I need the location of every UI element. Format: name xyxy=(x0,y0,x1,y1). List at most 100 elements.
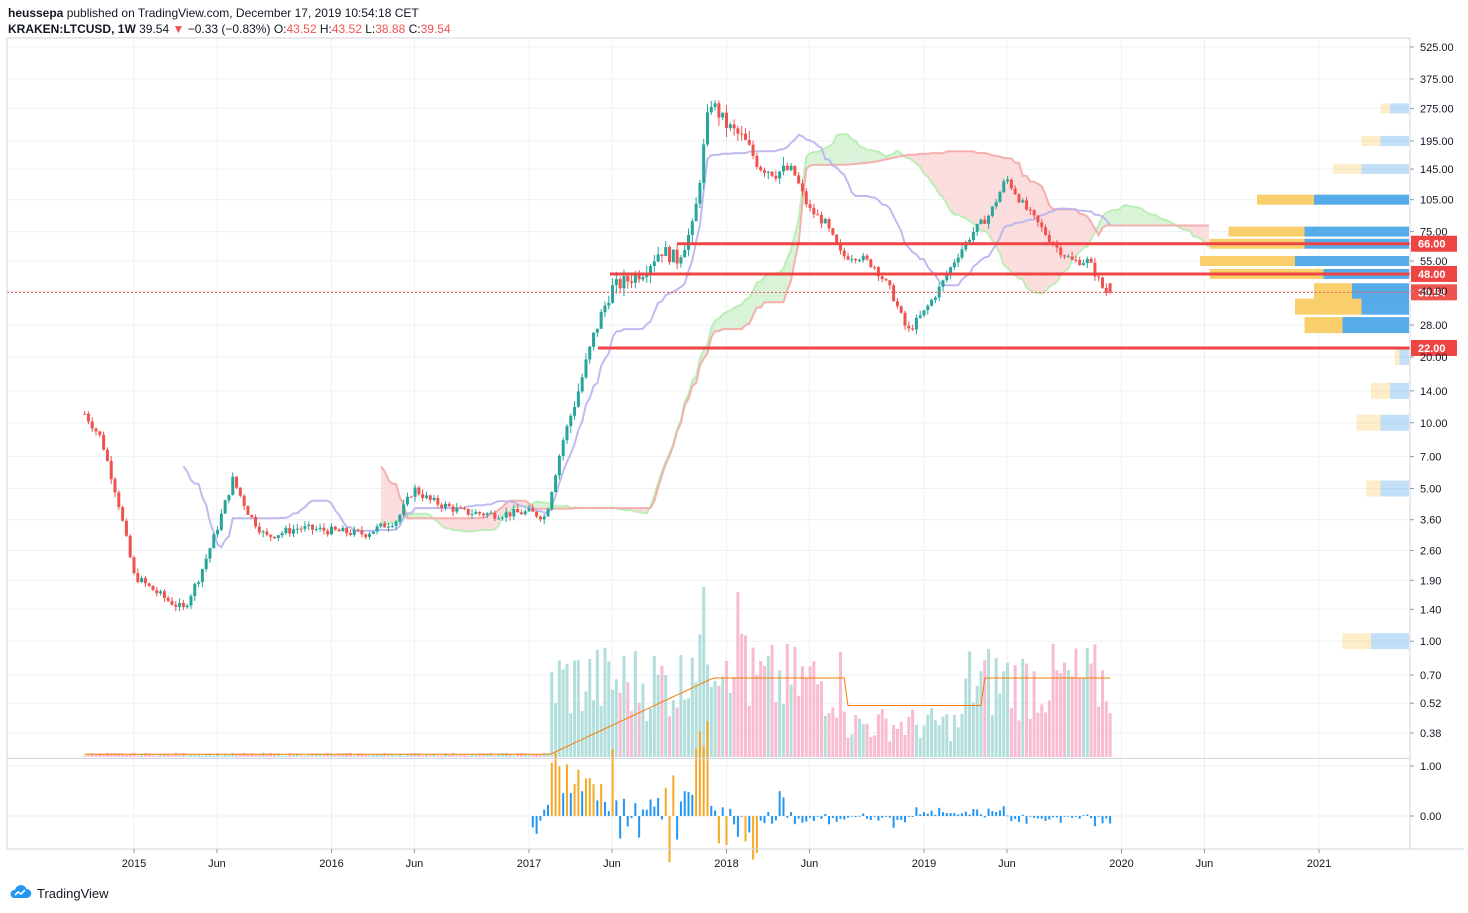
osc-bar xyxy=(1105,816,1108,819)
candle-body xyxy=(538,516,542,520)
candle-body xyxy=(1066,256,1070,258)
candle-body xyxy=(713,103,717,107)
cloud-segment xyxy=(380,466,385,523)
candle-body xyxy=(485,513,489,516)
osc-bar xyxy=(938,807,941,816)
candle-body xyxy=(952,262,956,268)
candle-body xyxy=(1047,234,1051,242)
candle-body xyxy=(170,600,174,605)
osc-bar xyxy=(774,816,777,821)
volume-bar xyxy=(743,635,747,757)
candle-body xyxy=(603,305,607,313)
candle-body xyxy=(299,528,303,530)
volume-bar xyxy=(1093,644,1097,757)
author-name[interactable]: heussepa xyxy=(8,6,64,20)
candle-body xyxy=(219,513,223,530)
cloud-segment xyxy=(817,150,822,165)
osc-bar xyxy=(885,816,888,817)
candle-body xyxy=(565,426,569,441)
volume-bar xyxy=(1009,708,1013,757)
volume-bar xyxy=(466,755,470,757)
support-resistance-levels: 66.00 48.00 22.00 39.54 xyxy=(7,235,1457,356)
candle-body xyxy=(774,175,778,179)
candle-body xyxy=(231,476,235,495)
volume-bar xyxy=(94,754,98,757)
candle-body xyxy=(580,377,584,392)
candle-body xyxy=(975,223,979,232)
tradingview-cloud-icon[interactable] xyxy=(8,884,32,903)
candle-body xyxy=(367,533,371,537)
candle-body xyxy=(212,534,216,549)
volume-bar xyxy=(804,677,808,757)
osc-bar xyxy=(565,764,568,816)
osc-bar xyxy=(949,813,952,816)
time-tick-label: 2019 xyxy=(912,858,936,870)
candle-body xyxy=(269,534,273,537)
candle-body xyxy=(812,208,816,215)
volume-bar xyxy=(694,682,698,757)
vp-bar-down xyxy=(1333,164,1362,175)
candle-body xyxy=(652,261,656,267)
volume-bar xyxy=(740,633,744,757)
candle-body xyxy=(295,528,299,530)
volume-bar xyxy=(83,755,87,757)
candle-body xyxy=(402,504,406,515)
volume-bar xyxy=(379,754,383,757)
osc-bar xyxy=(858,815,861,817)
candle-body xyxy=(459,507,463,509)
volume-bar xyxy=(398,754,402,757)
osc-bar xyxy=(691,794,694,816)
candle-body xyxy=(470,514,474,516)
candle-body xyxy=(535,511,539,517)
cloud-segment xyxy=(775,272,780,303)
publish-line: heussepa published on TradingView.com, D… xyxy=(8,5,451,21)
volume-bar xyxy=(778,670,782,757)
osc-bar xyxy=(550,762,553,816)
candle-body xyxy=(956,257,960,263)
cloud-segment xyxy=(1079,213,1084,252)
price-tick-label: 40.00 xyxy=(1420,286,1448,298)
volume-bar xyxy=(1066,669,1070,757)
footer-brand[interactable]: TradingView xyxy=(37,886,109,901)
osc-bar xyxy=(998,810,1001,816)
cloud-segment xyxy=(984,153,989,235)
osc-bar xyxy=(1014,816,1017,820)
candle-body xyxy=(964,241,968,250)
volume-bar xyxy=(360,753,364,757)
volume-bar xyxy=(162,753,166,757)
open-value: 43.52 xyxy=(286,22,317,36)
volume-bar xyxy=(679,654,683,757)
volume-bar xyxy=(850,734,854,757)
volume-bar xyxy=(105,752,109,757)
last-price-tag-label: 39.54 xyxy=(1418,287,1446,299)
candle-body xyxy=(238,487,242,496)
candle-body xyxy=(728,124,732,129)
candle-body xyxy=(181,603,185,608)
candle-body xyxy=(193,583,197,597)
candle-body xyxy=(664,247,668,256)
candle-body xyxy=(994,202,998,207)
osc-bar xyxy=(1109,816,1112,824)
candle-body xyxy=(785,165,789,171)
candle-body xyxy=(455,507,459,512)
cloud-segment xyxy=(1125,205,1130,226)
cloud-segment xyxy=(1132,206,1137,226)
candle-body xyxy=(1021,200,1025,203)
volume-bar xyxy=(960,713,964,757)
volume-bar xyxy=(265,754,269,757)
volume-bar xyxy=(311,753,315,757)
osc-bar xyxy=(1002,806,1005,816)
candle-body xyxy=(345,527,349,534)
vp-bar-up xyxy=(1390,103,1409,114)
cloud-segment xyxy=(472,518,476,532)
cloud-segment xyxy=(1205,225,1209,247)
osc-bar xyxy=(611,749,614,816)
volume-bar xyxy=(664,675,668,757)
candle-body xyxy=(1093,262,1097,277)
vp-bar-up xyxy=(1380,414,1409,431)
volume-bar xyxy=(641,683,645,757)
candle-body xyxy=(725,112,728,129)
cloud-segment xyxy=(870,150,875,163)
candle-body xyxy=(649,266,653,275)
